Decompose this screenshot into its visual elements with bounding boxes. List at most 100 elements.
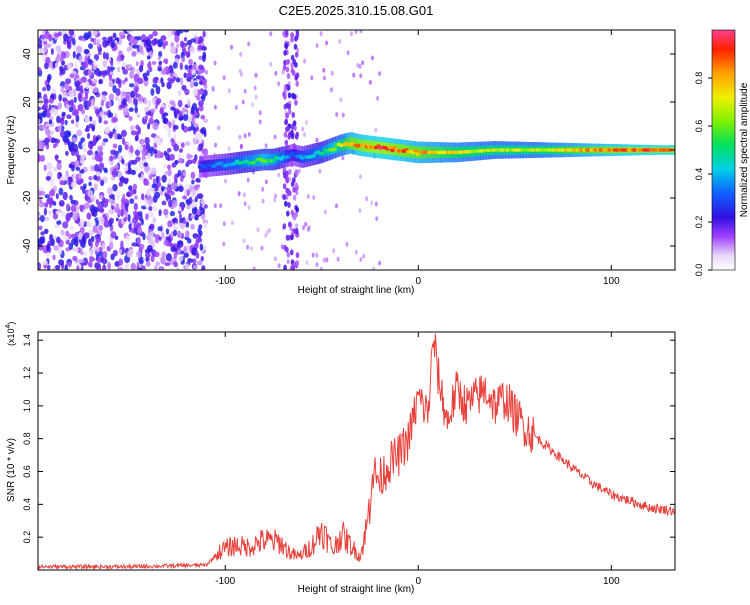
snr-xlabel: Height of straight line (km) [298,584,415,595]
noise-dot [39,47,46,55]
noise-dot [177,249,181,254]
noise-dot [199,205,203,212]
faint-dot [280,244,284,250]
noise-dot [169,100,176,105]
faint-dot [341,112,345,118]
noise-dot [157,38,164,47]
noise-dot [169,153,175,161]
faint-dot [329,87,333,93]
noise-dot [137,126,141,135]
heatmap-marks [38,30,675,270]
noise-dot [197,193,204,200]
heatmap-ytick-label: -20 [22,190,33,205]
noise-dot [198,100,204,107]
noise-dot [170,46,177,55]
noise-dot [108,132,113,139]
ridge-core [332,147,337,151]
noise-dot [198,133,203,138]
faint-dot [362,253,366,259]
noise-dot [72,38,76,46]
snr-ylabel: SNR (10 * v/v) [6,438,17,502]
noise-dot [84,128,90,132]
noise-dot [107,65,111,74]
noise-dot [70,204,77,213]
noise-dot [92,224,98,233]
snr-xtick-label: 100 [603,576,620,587]
faint-dot [376,95,380,101]
noise-dot [188,59,194,65]
snr-line-marks [38,333,675,570]
noise-dot [60,210,66,218]
streak-dot [291,177,296,184]
noise-dot [76,265,80,270]
noise-dot [108,81,114,87]
noise-dot [89,255,93,263]
noise-dot [150,113,154,119]
noise-dot [183,37,188,42]
faint-dot [258,110,262,116]
faint-dot [322,67,326,73]
noise-dot [81,242,86,248]
noise-dot [38,67,42,72]
noise-dot [177,99,183,108]
noise-dot [146,55,151,60]
noise-dot [38,262,42,270]
faint-dot [304,221,308,227]
noise-dot [173,173,178,181]
faint-dot [252,266,256,270]
noise-dot [133,202,138,211]
noise-dot [133,97,137,105]
noise-dot [62,221,69,229]
faint-dot [345,241,349,247]
streak-dot [294,74,299,81]
noise-dot [58,199,65,207]
snr-xtick-label: 0 [415,576,421,587]
noise-dot [179,148,183,153]
noise-dot [182,171,187,177]
noise-dot [113,167,118,175]
noise-dot [152,30,158,37]
noise-dot [138,138,145,145]
noise-dot [49,130,55,136]
noise-dot [80,96,87,102]
noise-dot [168,178,172,186]
noise-dot [66,114,72,119]
faint-dot [315,43,319,49]
noise-dot [151,39,158,46]
noise-dot [122,193,126,202]
noise-dot [56,162,62,171]
noise-dot [203,204,208,209]
noise-dot [60,229,65,236]
noise-dot [118,31,125,37]
heatmap-ytick-label: 0 [22,147,33,153]
noise-dot [82,251,88,257]
snr-ytick-label: 0.2 [22,531,32,544]
faint-dot [358,63,362,69]
snr-line [38,333,675,570]
streak-dot [283,131,288,138]
noise-dot [87,149,93,156]
noise-dot [84,202,90,209]
noise-dot [188,196,193,205]
noise-dot [139,243,145,250]
noise-dot [82,257,89,266]
streak-dot [294,182,299,189]
noise-dot [70,233,77,239]
noise-dot [195,132,199,140]
noise-dot [52,166,58,172]
noise-dot [50,48,54,55]
noise-dot [150,255,155,263]
noise-dot [164,188,168,194]
noise-dot [98,246,103,252]
noise-dot [49,178,55,187]
faint-dot [325,257,329,263]
faint-dot [323,75,326,81]
noise-dot [138,160,144,170]
noise-dot [99,106,103,112]
noise-dot [128,83,135,88]
faint-dot [374,201,378,207]
noise-dot [79,84,84,92]
noise-dot [183,30,190,33]
faint-dot [335,203,338,209]
